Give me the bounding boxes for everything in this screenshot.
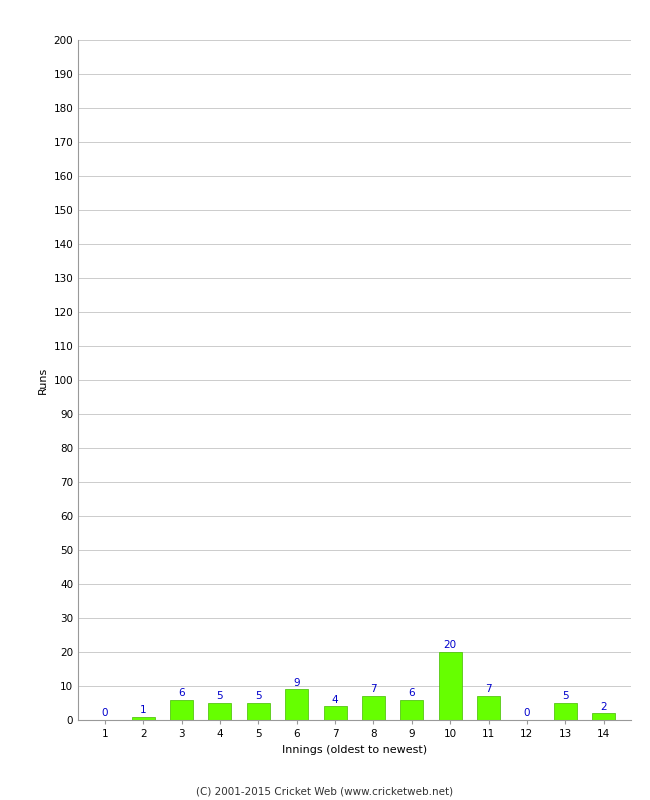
Bar <box>285 690 308 720</box>
Text: 7: 7 <box>486 685 492 694</box>
Text: 4: 4 <box>332 694 339 705</box>
Bar <box>477 696 500 720</box>
Bar <box>324 706 346 720</box>
Text: 5: 5 <box>562 691 569 702</box>
Text: 1: 1 <box>140 705 146 715</box>
Text: (C) 2001-2015 Cricket Web (www.cricketweb.net): (C) 2001-2015 Cricket Web (www.cricketwe… <box>196 786 454 796</box>
Bar <box>170 699 193 720</box>
Bar <box>362 696 385 720</box>
Bar <box>592 714 615 720</box>
Text: 6: 6 <box>178 688 185 698</box>
Text: 20: 20 <box>443 640 457 650</box>
Y-axis label: Runs: Runs <box>38 366 48 394</box>
X-axis label: Innings (oldest to newest): Innings (oldest to newest) <box>281 745 427 754</box>
Text: 7: 7 <box>370 685 377 694</box>
Bar <box>554 703 577 720</box>
Bar <box>247 703 270 720</box>
Text: 2: 2 <box>601 702 607 711</box>
Text: 5: 5 <box>255 691 262 702</box>
Text: 0: 0 <box>101 708 108 718</box>
Bar <box>439 652 462 720</box>
Bar <box>209 703 231 720</box>
Text: 9: 9 <box>293 678 300 688</box>
Bar <box>400 699 423 720</box>
Text: 5: 5 <box>216 691 223 702</box>
Bar <box>132 717 155 720</box>
Text: 6: 6 <box>408 688 415 698</box>
Text: 0: 0 <box>524 708 530 718</box>
